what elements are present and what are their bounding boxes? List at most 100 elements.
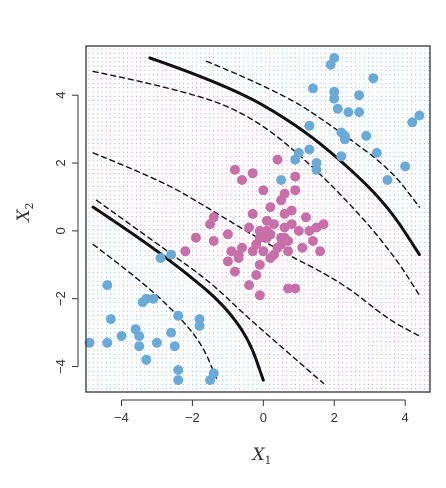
grid-dot — [256, 280, 258, 282]
grid-dot — [337, 164, 339, 166]
grid-dot — [273, 78, 275, 80]
grid-dot — [122, 306, 124, 308]
grid-dot — [277, 138, 279, 140]
grid-dot — [213, 108, 215, 110]
grid-dot — [247, 293, 249, 295]
grid-dot — [320, 203, 322, 205]
grid-dot — [307, 250, 309, 252]
grid-dot — [92, 100, 94, 102]
grid-dot — [135, 121, 137, 123]
grid-dot — [346, 61, 348, 63]
grid-dot — [307, 112, 309, 115]
grid-dot — [342, 383, 344, 385]
grid-dot — [221, 246, 223, 248]
grid-dot — [178, 336, 180, 338]
grid-dot — [329, 186, 331, 188]
grid-dot — [135, 194, 137, 196]
grid-dot — [213, 349, 215, 351]
grid-dot — [148, 383, 150, 385]
grid-dot — [264, 293, 266, 295]
grid-dot — [273, 69, 275, 72]
grid-dot — [148, 138, 150, 140]
grid-dot — [290, 388, 292, 390]
grid-dot — [294, 112, 296, 115]
grid-dot — [294, 310, 296, 312]
grid-dot — [140, 383, 142, 385]
grid-dot — [294, 108, 296, 110]
grid-dot — [191, 349, 193, 351]
grid-dot — [161, 203, 163, 205]
grid-dot — [217, 254, 219, 256]
grid-dot — [238, 319, 241, 321]
grid-dot — [127, 263, 129, 265]
grid-dot — [122, 82, 124, 84]
grid-dot — [122, 138, 124, 140]
grid-dot — [178, 61, 180, 63]
grid-dot — [101, 190, 103, 192]
grid-dot — [131, 138, 133, 140]
grid-dot — [316, 74, 318, 76]
grid-dot — [324, 315, 327, 317]
grid-dot — [260, 168, 262, 170]
grid-dot — [281, 272, 284, 274]
grid-dot — [174, 233, 176, 235]
grid-dot — [114, 276, 116, 278]
grid-dot — [260, 310, 262, 312]
grid-dot — [122, 48, 124, 50]
grid-dot — [165, 211, 167, 213]
grid-dot — [157, 130, 159, 132]
grid-dot — [165, 284, 167, 287]
grid-dot — [286, 306, 288, 308]
grid-dot — [337, 220, 339, 222]
grid-dot — [213, 186, 215, 188]
grid-dot — [213, 117, 215, 119]
grid-dot — [157, 186, 159, 188]
grid-dot — [157, 358, 159, 360]
grid-dot — [195, 104, 198, 106]
grid-dot — [170, 143, 172, 145]
grid-dot — [355, 104, 357, 106]
grid-dot — [118, 117, 120, 119]
grid-dot — [118, 125, 120, 127]
grid-dot — [294, 48, 296, 50]
grid-dot — [200, 375, 202, 377]
grid-dot — [243, 229, 245, 231]
grid-dot — [264, 134, 266, 136]
grid-dot — [329, 220, 331, 222]
grid-dot — [299, 224, 301, 226]
grid-dot — [208, 254, 210, 256]
grid-dot — [260, 151, 262, 153]
grid-dot — [277, 284, 279, 287]
grid-dot — [148, 147, 150, 149]
grid-dot — [157, 125, 159, 127]
grid-dot — [350, 263, 352, 265]
grid-dot — [247, 194, 249, 196]
grid-dot — [260, 69, 262, 72]
grid-dot — [312, 69, 314, 72]
grid-dot — [273, 211, 275, 213]
grid-dot — [88, 82, 90, 84]
grid-dot — [200, 211, 202, 213]
grid-dot — [264, 138, 266, 140]
grid-dot — [281, 65, 284, 67]
grid-dot — [165, 65, 167, 67]
grid-dot — [281, 358, 284, 360]
grid-dot — [247, 108, 249, 110]
grid-dot — [333, 336, 335, 338]
grid-dot — [157, 349, 159, 351]
grid-dot — [114, 241, 116, 244]
grid-dot — [118, 259, 120, 261]
grid-dot — [101, 108, 103, 110]
grid-dot — [269, 293, 271, 295]
grid-dot — [281, 280, 284, 282]
grid-dot — [170, 310, 172, 312]
grid-dot — [256, 95, 258, 97]
grid-dot — [281, 353, 284, 355]
grid-dot — [161, 121, 163, 123]
grid-dot — [204, 151, 206, 153]
grid-dot — [118, 164, 120, 166]
grid-dot — [105, 241, 107, 244]
grid-dot — [161, 52, 163, 54]
grid-dot — [346, 91, 348, 93]
grid-dot — [204, 82, 206, 84]
